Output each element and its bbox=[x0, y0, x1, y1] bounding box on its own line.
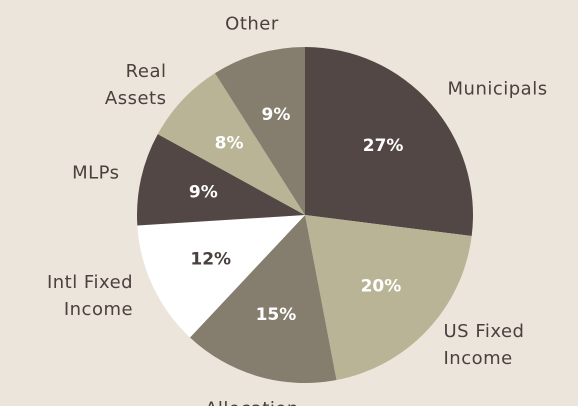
pie-slice bbox=[305, 47, 474, 237]
pie-slice bbox=[137, 134, 305, 226]
data-label: 27% bbox=[363, 136, 404, 156]
category-line: Income bbox=[64, 299, 133, 320]
pie-slice bbox=[214, 47, 305, 215]
data-label: 8% bbox=[215, 134, 244, 154]
category-line: Other bbox=[225, 14, 279, 35]
pie-slice bbox=[137, 215, 305, 338]
category-line: Real bbox=[126, 61, 167, 82]
pie-slice bbox=[305, 215, 472, 381]
category-line: Allocation bbox=[205, 398, 299, 406]
category-label: US Fixed Income bbox=[444, 321, 525, 369]
category-label: Municipals bbox=[448, 78, 548, 99]
data-label: 20% bbox=[361, 276, 402, 296]
category-label: MLPs bbox=[72, 163, 119, 184]
category-label: Real Assets bbox=[105, 61, 167, 109]
data-label: 9% bbox=[189, 182, 218, 202]
category-label: Allocation bbox=[205, 398, 299, 406]
category-line: Income bbox=[444, 348, 513, 369]
category-line: US Fixed bbox=[444, 321, 525, 342]
data-label: 12% bbox=[190, 249, 231, 269]
data-label: 15% bbox=[256, 305, 297, 325]
category-label: Intl Fixed Income bbox=[47, 272, 133, 320]
data-label: 9% bbox=[262, 105, 291, 125]
category-label: Other bbox=[225, 14, 279, 35]
pie-slice bbox=[157, 73, 305, 215]
category-line: Assets bbox=[105, 88, 167, 109]
category-line: MLPs bbox=[72, 163, 119, 184]
category-line: Intl Fixed bbox=[47, 272, 133, 293]
pie-slice bbox=[189, 215, 337, 383]
category-line: Municipals bbox=[448, 78, 548, 99]
